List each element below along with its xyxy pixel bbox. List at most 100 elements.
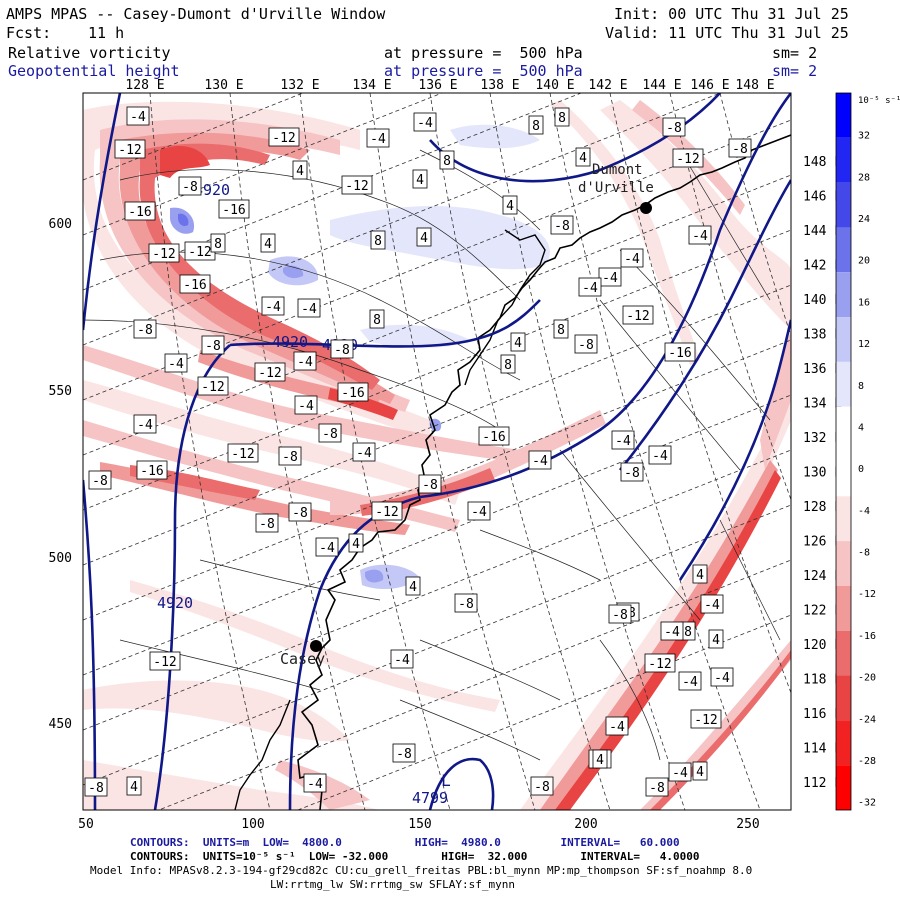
vorticity-label-text: -4 — [682, 675, 698, 690]
vorticity-label-text: -12 — [626, 309, 649, 324]
vorticity-label-text: 8 — [684, 625, 692, 640]
vorticity-label: -16 — [218, 199, 250, 219]
vorticity-label-text: -12 — [118, 143, 141, 158]
colorbar-tick-label: 0 — [858, 464, 864, 475]
vorticity-label-text: -8 — [92, 474, 108, 489]
vorticity-label: -4 — [413, 112, 437, 132]
vorticity-label: 4 — [510, 332, 526, 352]
vorticity-label-text: -8 — [732, 142, 748, 157]
vorticity-label: -8 — [133, 319, 157, 339]
longitude-gridline — [149, 93, 271, 810]
vorticity-label-text: -12 — [188, 245, 211, 260]
vorticity-label-box — [578, 277, 602, 297]
vorticity-label-box — [648, 445, 672, 465]
vorticity-label-box — [510, 332, 526, 352]
vorticity-label: -12 — [622, 305, 654, 325]
colorbar-unit-label: 10⁻⁵ s⁻¹ — [858, 96, 900, 106]
vorticity-label: -12 — [184, 241, 216, 261]
vorticity-label-box — [692, 564, 708, 584]
latitude-gridline — [83, 119, 791, 401]
y-axis-tick-label: 450 — [49, 717, 72, 732]
right-longitude-label: 118 E — [803, 673, 842, 688]
vorticity-label-box — [297, 298, 321, 318]
vorticity-label-text: -8 — [578, 338, 594, 353]
vorticity-label-text: -4 — [168, 357, 184, 372]
vorticity-contour-line — [419, 149, 541, 231]
colorbar-tick-label: -16 — [858, 631, 876, 642]
top-longitude-label: 144 E — [642, 78, 681, 93]
vorticity-contour-line — [199, 559, 381, 601]
height-contour-label: 4920 — [272, 333, 308, 351]
station-marker — [310, 640, 322, 652]
vorticity-label: -8 — [608, 604, 632, 624]
vorticity-label-box — [371, 501, 403, 521]
vorticity-contour-line — [119, 169, 521, 301]
right-longitude-label: 134 E — [803, 397, 842, 412]
vorticity-label: -8 — [88, 470, 112, 490]
vorticity-label-box — [478, 426, 510, 446]
vorticity-label-box — [278, 446, 302, 466]
vorticity-label: -4 — [668, 762, 692, 782]
vorticity-label-text: -8 — [137, 323, 153, 338]
vorticity-label-box — [341, 175, 373, 195]
station-label: d'Urville — [578, 180, 654, 196]
top-longitude-label: 148 E — [735, 78, 774, 93]
vorticity-label-box — [197, 376, 229, 396]
vorticity-label-box — [133, 414, 157, 434]
vorticity-label-text: -8 — [534, 780, 550, 795]
vorticity-label: 8 — [554, 107, 570, 127]
height-contour-label: 4920 — [157, 594, 193, 612]
colorbar-segment — [836, 317, 851, 362]
vorticity-fill-band — [365, 569, 384, 583]
vorticity-label: 4 — [260, 233, 276, 253]
vorticity-label-text: -16 — [482, 430, 505, 445]
vorticity-fill-band — [540, 460, 778, 810]
vorticity-label-box — [352, 442, 376, 462]
vorticity-label-box — [292, 160, 308, 180]
vorticity-label-box — [412, 169, 428, 189]
vorticity-label-box — [664, 342, 696, 362]
vorticity-label-text: -8 — [282, 450, 298, 465]
init-time: Init: 00 UTC Thu 31 Jul 25 — [614, 5, 849, 23]
vorticity-label-text: -8 — [88, 781, 104, 796]
colorbar-tick-label: 28 — [858, 172, 870, 183]
latitude-gridline — [83, 93, 305, 181]
fcst-value: 11 h — [88, 24, 125, 42]
latitude-gridline — [83, 93, 722, 346]
vorticity-label-text: -4 — [394, 653, 410, 668]
vorticity-label-box — [528, 115, 544, 135]
low-center-marker: L — [441, 771, 451, 790]
vorticity-label-text: -16 — [128, 205, 151, 220]
vorticity-label: -4 — [261, 296, 285, 316]
vorticity-label: -12 — [114, 139, 146, 159]
vorticity-fill-band — [330, 205, 550, 270]
vorticity-label: -4 — [598, 267, 622, 287]
colorbar-tick-label: 8 — [858, 381, 864, 392]
vorticity-label-box — [645, 777, 669, 797]
vorticity-label-text: -8 — [624, 466, 640, 481]
vorticity-label: -4 — [303, 773, 327, 793]
vorticity-label: -8 — [178, 176, 202, 196]
x-axis-tick-label: 200 — [574, 817, 597, 832]
vorticity-contour-line — [83, 319, 501, 431]
height-contour-line — [153, 344, 231, 810]
vorticity-label-box — [126, 106, 150, 126]
right-longitude-label: 142 E — [803, 259, 842, 274]
longitude-gridline — [369, 93, 536, 810]
vorticity-label-text: -8 — [292, 506, 308, 521]
vorticity-label-text: 4 — [416, 173, 424, 188]
vorticity-contour-line — [679, 149, 771, 301]
vorticity-label-text: -4 — [609, 720, 625, 735]
colorbar-frame — [835, 92, 852, 811]
vorticity-fill-band — [360, 324, 470, 348]
latitude-gridline — [157, 559, 791, 810]
vorticity-label: -12 — [268, 127, 300, 147]
latitude-gridline — [83, 394, 791, 676]
vorticity-label: -16 — [179, 274, 211, 294]
vorticity-label-text: -8 — [182, 180, 198, 195]
vorticity-label-box — [348, 533, 364, 553]
right-longitude-label: 128 E — [803, 500, 842, 515]
right-longitude-label: 132 E — [803, 431, 842, 446]
vorticity-label-text: 8 — [532, 119, 540, 134]
